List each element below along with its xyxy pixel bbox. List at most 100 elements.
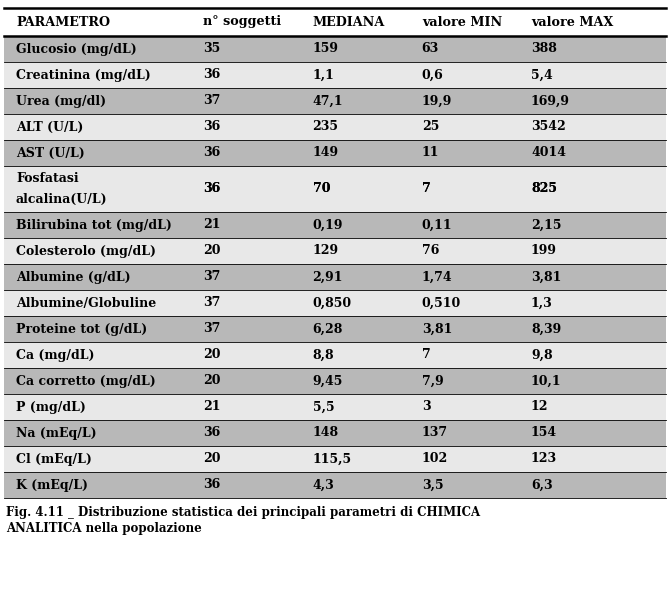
Text: 123: 123 [531,453,557,466]
Text: 10,1: 10,1 [531,375,561,387]
Text: Colesterolo (mg/dL): Colesterolo (mg/dL) [16,245,156,257]
Bar [4,342,666,368]
Text: 35: 35 [203,43,220,55]
Text: 36: 36 [203,182,220,195]
Text: 37: 37 [203,270,220,283]
Text: Cl (mEq/L): Cl (mEq/L) [16,453,92,466]
Text: Na (mEq/L): Na (mEq/L) [16,426,96,439]
Text: 36: 36 [203,68,220,81]
Text: P (mg/dL): P (mg/dL) [16,400,86,413]
Text: Proteine tot (g/dL): Proteine tot (g/dL) [16,323,147,336]
Text: 20: 20 [203,375,221,387]
Text: 388: 388 [531,43,557,55]
Text: 159: 159 [312,43,338,55]
Text: 6,28: 6,28 [312,323,343,336]
Text: Urea (mg/dl): Urea (mg/dl) [16,94,106,108]
Text: 25: 25 [421,121,439,134]
Text: AST (U/L): AST (U/L) [16,147,84,160]
Text: 6,3: 6,3 [531,479,553,492]
Text: 5,4: 5,4 [531,68,553,81]
Text: 825: 825 [531,182,557,195]
Text: 137: 137 [421,426,448,439]
Text: 70: 70 [312,182,330,195]
Text: 21: 21 [203,219,221,232]
Text: 0,11: 0,11 [421,219,452,232]
Text: 4014: 4014 [531,147,566,160]
Text: 3542: 3542 [531,121,565,134]
Text: n° soggetti: n° soggetti [203,15,281,28]
Text: 148: 148 [312,426,338,439]
Text: 129: 129 [312,245,338,257]
Bar [4,88,666,114]
Text: 3,81: 3,81 [531,270,561,283]
Text: valore MIN: valore MIN [421,15,502,28]
Text: 8,39: 8,39 [531,323,561,336]
Bar [4,264,666,290]
Text: 5,5: 5,5 [312,400,334,413]
Text: Fosfatasi: Fosfatasi [16,172,78,185]
Text: alcalina(U/L): alcalina(U/L) [16,193,108,206]
Text: Bilirubina tot (mg/dL): Bilirubina tot (mg/dL) [16,219,172,232]
Text: Ca corretto (mg/dL): Ca corretto (mg/dL) [16,375,155,387]
Text: valore MAX: valore MAX [531,15,613,28]
Text: MEDIANA: MEDIANA [312,15,385,28]
Text: 3: 3 [421,400,430,413]
Text: 0,6: 0,6 [421,68,444,81]
Text: 235: 235 [312,121,338,134]
Text: 2,91: 2,91 [312,270,343,283]
Text: 19,9: 19,9 [421,94,452,108]
Text: Albumine (g/dL): Albumine (g/dL) [16,270,131,283]
Text: 9,8: 9,8 [531,349,553,362]
Text: 21: 21 [203,400,221,413]
Bar [4,8,666,36]
Text: 7,9: 7,9 [421,375,444,387]
Text: 70: 70 [312,182,330,195]
Bar [4,166,666,212]
Text: 825: 825 [531,182,557,195]
Text: 3,5: 3,5 [421,479,444,492]
Text: 11: 11 [421,147,440,160]
Text: 115,5: 115,5 [312,453,352,466]
Text: 36: 36 [203,121,220,134]
Text: Glucosio (mg/dL): Glucosio (mg/dL) [16,43,137,55]
Text: 102: 102 [421,453,448,466]
Text: 76: 76 [421,245,439,257]
Text: 20: 20 [203,245,221,257]
Bar [4,472,666,498]
Text: 36: 36 [203,147,220,160]
Bar [4,420,666,446]
Text: Fig. 4.11 _ Distribuzione statistica dei principali parametri di CHIMICA: Fig. 4.11 _ Distribuzione statistica dei… [6,506,480,519]
Text: 199: 199 [531,245,557,257]
Text: 3,81: 3,81 [421,323,452,336]
Text: ANALITICA nella popolazione: ANALITICA nella popolazione [6,522,202,535]
Text: 0,19: 0,19 [312,219,343,232]
Bar [4,140,666,166]
Bar [4,114,666,140]
Text: 37: 37 [203,323,220,336]
Text: 1,3: 1,3 [531,296,553,309]
Text: 7: 7 [421,182,431,195]
Text: Creatinina (mg/dL): Creatinina (mg/dL) [16,68,151,81]
Text: 7: 7 [421,349,431,362]
Bar [4,62,666,88]
Text: 7: 7 [421,182,431,195]
Text: 36: 36 [203,479,220,492]
Bar [4,36,666,62]
Bar [4,446,666,472]
Text: 20: 20 [203,453,221,466]
Text: 154: 154 [531,426,557,439]
Text: K (mEq/L): K (mEq/L) [16,479,88,492]
Text: Albumine/Globuline: Albumine/Globuline [16,296,156,309]
Text: 47,1: 47,1 [312,94,343,108]
Text: 4,3: 4,3 [312,479,334,492]
Text: 2,15: 2,15 [531,219,561,232]
Text: 1,1: 1,1 [312,68,334,81]
Bar [4,212,666,238]
Text: 20: 20 [203,349,221,362]
Text: 0,510: 0,510 [421,296,461,309]
Bar [4,316,666,342]
Text: 63: 63 [421,43,439,55]
Text: 36: 36 [203,426,220,439]
Bar [4,238,666,264]
Text: Ca (mg/dL): Ca (mg/dL) [16,349,94,362]
